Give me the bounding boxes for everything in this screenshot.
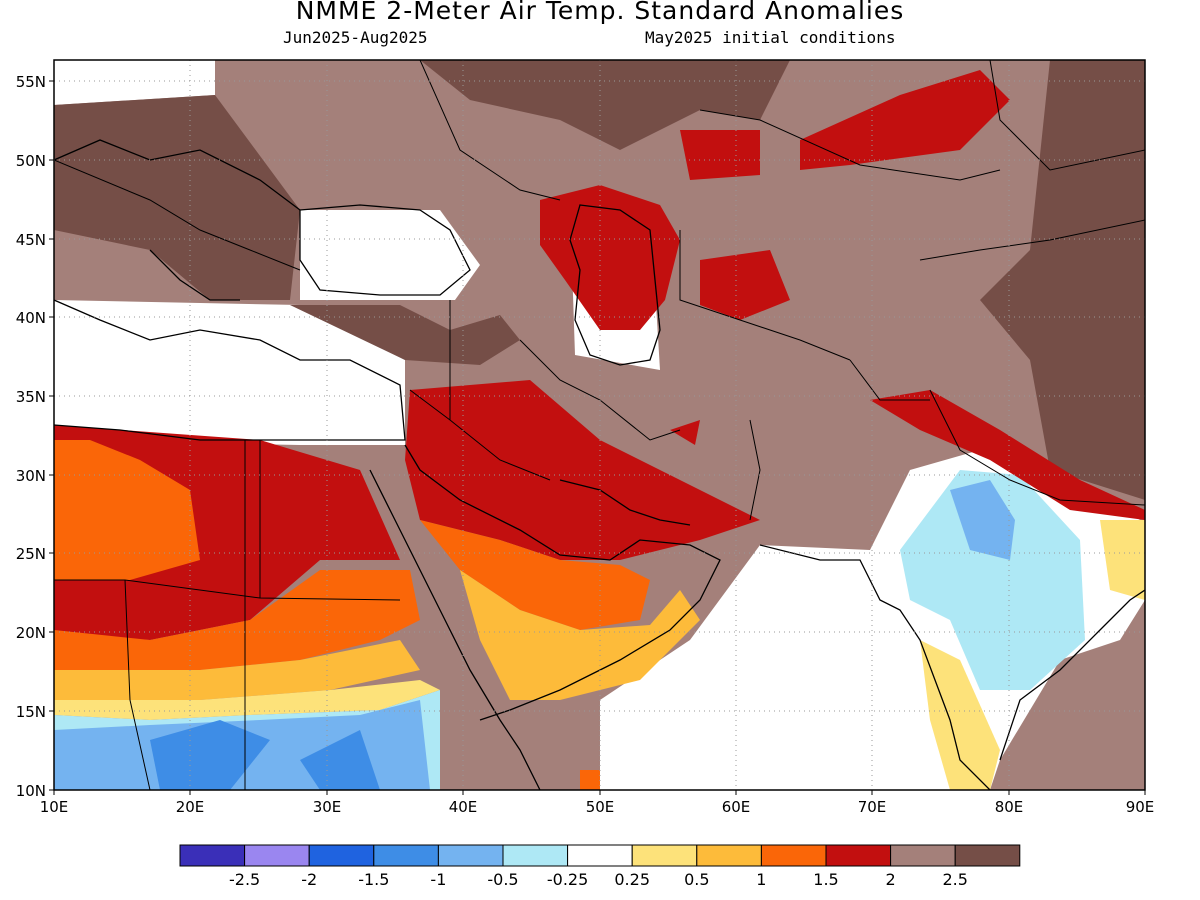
chad-cool-core (150, 720, 270, 790)
lat-label: 55N (16, 73, 46, 91)
colorbar-label: 2 (886, 870, 896, 889)
colorbar-label: -2 (301, 870, 317, 889)
black-sea-neutral (300, 210, 480, 300)
lat-label: 15N (16, 703, 46, 721)
lat-label: 25N (16, 545, 46, 563)
colorbar-label: -1 (430, 870, 446, 889)
colorbar-swatch (437, 844, 504, 867)
india-cool-core (950, 480, 1015, 560)
colorbar-labels: -2.5 -2 -1.5 -1 -0.5 -0.25 0.25 0.5 1 1.5 2 2.5 (229, 870, 968, 889)
colorbar-label: -0.25 (547, 870, 588, 889)
europe-strong-warm (54, 60, 790, 150)
kazakhstan-very-warm (680, 130, 760, 180)
colorbar-label: 1.5 (813, 870, 838, 889)
lon-label: 50E (586, 798, 615, 816)
colorbar-label: 0.25 (614, 870, 650, 889)
longitude-labels: 10E 20E 30E 40E 50E 60E 70E 80E 90E (40, 798, 1155, 816)
colorbar-swatch (567, 844, 633, 867)
siberia-very-warm (800, 70, 1010, 170)
sahel-light-warm (54, 640, 420, 700)
somalia-warm-spot (580, 770, 600, 790)
arabia-warm (420, 520, 650, 630)
lon-label: 70E (858, 798, 887, 816)
arabia-very-warm (405, 380, 760, 560)
map-title: NMME 2-Meter Air Temp. Standard Anomalie… (295, 0, 905, 25)
lat-label: 20N (16, 624, 46, 642)
lon-label: 90E (1126, 798, 1155, 816)
west-sahara-warm (54, 440, 200, 580)
colorbar (179, 844, 1021, 867)
lat-label: 40N (16, 309, 46, 327)
india-cool-anomaly (900, 470, 1085, 690)
colorbar-label: 0.5 (684, 870, 709, 889)
lat-label: 35N (16, 388, 46, 406)
colorbar-swatch (696, 844, 762, 867)
colorbar-swatch (825, 844, 892, 867)
colorbar-swatch (244, 844, 310, 867)
colorbar-swatch (890, 844, 956, 867)
south-india-slight-warm (920, 640, 1000, 790)
lon-label: 80E (995, 798, 1024, 816)
country-borders (54, 60, 1145, 790)
sahel-slight-warm (54, 680, 440, 720)
coastlines (54, 139, 1145, 790)
tibet-strong-warm (980, 60, 1145, 790)
colorbar-swatch (373, 844, 439, 867)
colorbar-label: 1 (756, 870, 766, 889)
latitude-labels: 10N 15N 20N 25N 30N 35N 40N 45N 50N 55N (16, 73, 46, 800)
lat-label: 45N (16, 231, 46, 249)
himalaya-very-warm (870, 390, 1145, 520)
sudan-cool-core (300, 730, 380, 790)
uzbekistan-very-warm (700, 250, 790, 320)
colorbar-swatch (502, 844, 569, 867)
colorbar-swatch (179, 844, 246, 867)
bangladesh-slight-warm (1100, 520, 1145, 600)
colorbar-swatch (760, 844, 827, 867)
lat-label: 50N (16, 152, 46, 170)
lon-label: 10E (40, 798, 69, 816)
lon-label: 30E (313, 798, 342, 816)
colorbar-swatch (954, 844, 1021, 867)
lon-label: 60E (722, 798, 751, 816)
sahel-warm (54, 570, 420, 670)
iran-spot-very-warm (670, 420, 700, 445)
colorbar-label: -1.5 (358, 870, 389, 889)
forecast-period: Jun2025-Aug2025 (283, 28, 428, 47)
colorbar-label: 2.5 (942, 870, 967, 889)
colorbar-label: -2.5 (229, 870, 260, 889)
colorbar-swatch (308, 844, 375, 867)
colorbar-swatch (631, 844, 698, 867)
lon-label: 40E (449, 798, 478, 816)
north-sea-neutral (54, 60, 215, 105)
lat-label: 10N (16, 782, 46, 800)
axis-ticks (49, 80, 1146, 795)
lat-label: 30N (16, 467, 46, 485)
initial-conditions: May2025 initial conditions (645, 28, 896, 47)
gridlines (54, 60, 1145, 790)
lon-label: 20E (176, 798, 205, 816)
yemen-light-warm (460, 570, 700, 700)
colorbar-label: -0.5 (487, 870, 518, 889)
